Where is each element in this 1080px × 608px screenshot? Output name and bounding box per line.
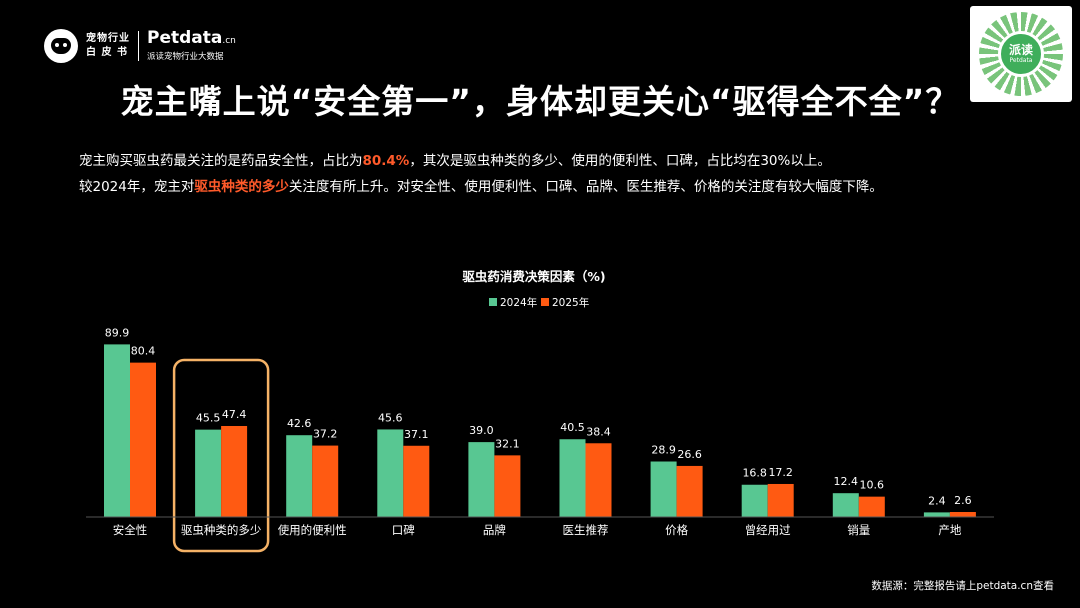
bar-2024年-医生推荐 xyxy=(559,439,586,517)
bar-2025年-销量 xyxy=(858,496,885,517)
brand-main: Petdata xyxy=(147,28,223,48)
bar-2024年-口碑 xyxy=(377,429,404,517)
data-label-2024年-价格: 28.9 xyxy=(651,444,676,457)
data-label-2025年-产地: 2.6 xyxy=(954,494,972,507)
data-label-2025年-医生推荐: 38.4 xyxy=(586,425,611,438)
bar-2025年-价格 xyxy=(676,465,703,517)
desc2-highlight: 驱虫种类的多少 xyxy=(194,179,289,195)
bar-2024年-安全性 xyxy=(104,344,130,517)
legend-swatch xyxy=(541,298,549,306)
brand-name: Petdata.cn xyxy=(147,29,236,51)
category-label: 使用的便利性 xyxy=(278,523,347,537)
logo-line1: 宠物行业 xyxy=(86,33,130,44)
data-label-2025年-安全性: 80.4 xyxy=(131,345,156,358)
desc2-after: 关注度有所上升。对安全性、使用便利性、口碑、品牌、医生推荐、价格的关注度有较大幅… xyxy=(288,179,883,195)
bar-2025年-驱虫种类的多少 xyxy=(221,425,248,517)
chart-legend: 2024年 2025年 xyxy=(489,296,589,309)
bar-2024年-驱虫种类的多少 xyxy=(195,429,222,517)
desc2-before: 较2024年，宠主对 xyxy=(79,179,195,195)
data-label-2024年-品牌: 39.0 xyxy=(469,424,494,437)
data-label-2024年-驱虫种类的多少: 45.5 xyxy=(196,412,221,425)
description-line-1: 宠主购买驱虫药最关注的是药品安全性，占比为80.4%，其次是驱虫种类的多少、使用… xyxy=(79,151,1039,171)
qr-sub: Petdata xyxy=(1009,57,1033,64)
bar-2025年-使用的便利性 xyxy=(312,445,339,517)
brand-subtitle: 派读宠物行业大数据 xyxy=(147,52,224,62)
bar-2024年-产地 xyxy=(923,512,950,517)
category-label: 驱虫种类的多少 xyxy=(181,523,262,537)
category-label: 曾经用过 xyxy=(745,523,791,537)
highlight-box xyxy=(172,358,270,553)
bar-2025年-口碑 xyxy=(403,445,430,517)
petdata-brand: Petdata.cn 派读宠物行业大数据 xyxy=(147,29,236,63)
category-label: 产地 xyxy=(938,523,961,537)
data-label-2024年-销量: 12.4 xyxy=(834,475,859,488)
category-label: 销量 xyxy=(847,523,870,537)
bar-2024年-价格 xyxy=(650,461,677,517)
category-label: 品牌 xyxy=(483,523,506,537)
logo-line2: 白 皮 书 xyxy=(86,47,128,58)
bar-2025年-安全性 xyxy=(130,362,156,517)
desc1-after: ，其次是驱虫种类的多少、使用的便利性、口碑，占比均在30%以上。 xyxy=(409,153,831,169)
logo-divider xyxy=(138,31,139,61)
category-label: 医生推荐 xyxy=(563,523,609,537)
data-label-2024年-口碑: 45.6 xyxy=(378,411,403,424)
logo-area: 宠物行业 白 皮 书 Petdata.cn 派读宠物行业大数据 xyxy=(44,28,236,64)
category-label: 价格 xyxy=(665,523,688,537)
data-label-2025年-价格: 26.6 xyxy=(677,448,702,461)
bar-2024年-使用的便利性 xyxy=(286,435,313,517)
data-source-note: 数据源：完整报告请上petdata.cn查看 xyxy=(871,580,1054,592)
bar-2025年-产地 xyxy=(949,512,976,517)
whitepaper-label: 宠物行业 白 皮 书 xyxy=(86,32,130,60)
bar-2024年-品牌 xyxy=(468,442,495,517)
bar-2025年-医生推荐 xyxy=(585,443,612,517)
qr-pattern-icon: 派读 Petdata xyxy=(979,12,1063,96)
category-label: 安全性 xyxy=(113,523,148,537)
bar-2024年-曾经用过 xyxy=(741,484,768,517)
data-label-2025年-销量: 10.6 xyxy=(860,479,885,492)
legend-swatch xyxy=(489,298,497,306)
bar-2025年-曾经用过 xyxy=(767,483,794,517)
data-label-2025年-使用的便利性: 37.2 xyxy=(313,428,338,441)
data-label-2024年-使用的便利性: 42.6 xyxy=(287,417,312,430)
desc1-highlight: 80.4% xyxy=(362,153,410,169)
category-label: 口碑 xyxy=(392,523,415,537)
mini-program-qr-code: 派读 Petdata xyxy=(970,6,1072,102)
bar-2024年-销量 xyxy=(832,493,859,517)
qr-center-badge: 派读 Petdata xyxy=(998,31,1044,77)
chart-bars: 89.980.4 安全性 45.5 47.4 驱虫种类的多少 42.637.2 使用的便利性… xyxy=(104,326,976,553)
desc1-before: 宠主购买驱虫药最关注的是药品安全性，占比为 xyxy=(79,153,363,169)
chart-title: 驱虫药消费决策因素（%) xyxy=(462,269,605,284)
data-label-2025年-曾经用过: 17.2 xyxy=(768,466,793,479)
brand-suffix: .cn xyxy=(222,36,236,46)
data-label-2024年-曾经用过: 16.8 xyxy=(742,467,767,480)
page-title: 宠主嘴上说“安全第一”，身体却更关心“驱得全不全”？ xyxy=(120,82,960,121)
legend-label: 2025年 xyxy=(552,296,589,309)
bar-2025年-品牌 xyxy=(494,455,521,517)
description-line-2: 较2024年，宠主对驱虫种类的多少关注度有所上升。对安全性、使用便利性、口碑、品… xyxy=(79,177,1039,197)
data-label-2025年-口碑: 37.1 xyxy=(404,428,429,441)
qr-title: 派读 xyxy=(1008,43,1033,57)
data-label-2024年-产地: 2.4 xyxy=(928,494,946,507)
data-label-2024年-安全性: 89.9 xyxy=(105,326,130,339)
dog-logo-icon xyxy=(44,29,78,63)
legend-label: 2024年 xyxy=(500,296,537,309)
data-label-2024年-医生推荐: 40.5 xyxy=(560,421,585,434)
data-label-2025年-驱虫种类的多少: 47.4 xyxy=(222,408,247,421)
data-label-2025年-品牌: 32.1 xyxy=(495,437,520,450)
